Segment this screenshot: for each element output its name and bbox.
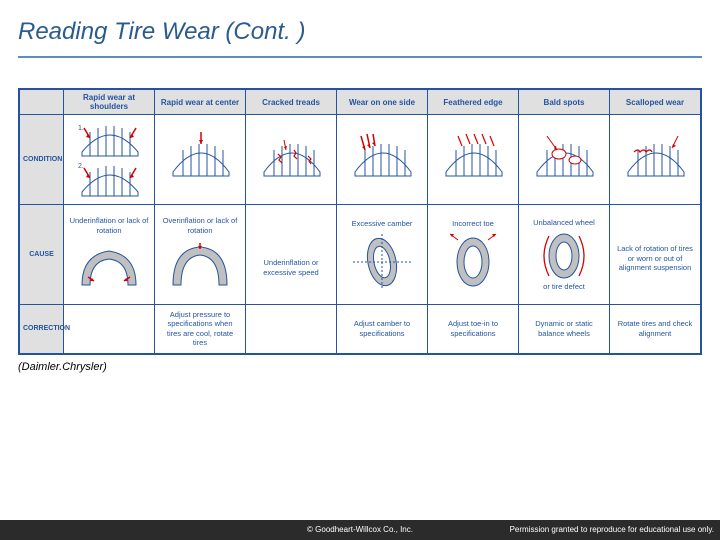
cause-center: Overinflation or lack of rotation <box>155 205 246 305</box>
cause-text2: or tire defect <box>522 280 606 293</box>
condition-bald <box>519 115 610 205</box>
col-header: Cracked treads <box>246 90 337 115</box>
tire-oneside-icon <box>347 120 417 200</box>
correction-cell: Dynamic or static balance wheels <box>519 305 610 354</box>
condition-oneside <box>337 115 428 205</box>
correction-cell: Adjust toe-in to specifications <box>428 305 519 354</box>
correction-cell: Adjust camber to specifications <box>337 305 428 354</box>
tire-wear-chart: Rapid wear at shoulders Rapid wear at ce… <box>18 88 702 355</box>
row-label-cause: CAUSE <box>20 205 64 305</box>
correction-row: CORRECTION Adjust pressure to specificat… <box>20 305 701 354</box>
condition-feathered <box>428 115 519 205</box>
svg-text:1.: 1. <box>78 125 84 132</box>
page-title: Reading Tire Wear (Cont. ) <box>18 18 720 46</box>
correction-cell: Adjust pressure to specifications when t… <box>155 305 246 354</box>
wear-table: Rapid wear at shoulders Rapid wear at ce… <box>19 89 701 354</box>
cause-text: Incorrect toe <box>431 217 515 230</box>
correction-text <box>67 327 151 331</box>
condition-cracked <box>246 115 337 205</box>
tire-shoulder-wear-icon: 1. 2. <box>74 120 144 200</box>
correction-cell <box>64 305 155 354</box>
title-bar: Reading Tire Wear (Cont. ) <box>0 0 720 52</box>
footer-copyright: © Goodheart-Willcox Co., Inc. <box>307 520 413 540</box>
row-label-correction: CORRECTION <box>20 305 64 354</box>
attribution: (Daimler.Chrysler) <box>18 361 702 373</box>
col-header: Feathered edge <box>428 90 519 115</box>
tire-center-wear-icon <box>165 120 235 200</box>
cause-text: Lack of rotation of tires or worn or out… <box>613 242 697 274</box>
col-header: Rapid wear at center <box>155 90 246 115</box>
tire-cracked-icon <box>256 120 326 200</box>
cause-oneside: Excessive camber <box>337 205 428 305</box>
tire-bald-icon <box>529 120 599 200</box>
correction-text: Adjust camber to specifications <box>340 317 424 340</box>
unbalanced-icon <box>529 230 599 280</box>
cause-text: Unbalanced wheel <box>522 216 606 229</box>
svg-text:2.: 2. <box>78 163 84 170</box>
condition-scalloped <box>610 115 701 205</box>
row-label-condition: CONDITION <box>20 115 64 205</box>
toe-icon <box>438 230 508 292</box>
camber-icon <box>347 230 417 292</box>
correction-cell <box>246 305 337 354</box>
overinflation-cross-icon <box>165 237 235 295</box>
col-header: Wear on one side <box>337 90 428 115</box>
correction-text: Rotate tires and check alignment <box>613 317 697 340</box>
cause-feathered: Incorrect toe <box>428 205 519 305</box>
cause-text: Excessive camber <box>340 217 424 230</box>
title-underline <box>18 56 702 58</box>
correction-text: Adjust pressure to specifications when t… <box>158 308 242 350</box>
correction-cell: Rotate tires and check alignment <box>610 305 701 354</box>
cause-row: CAUSE Underinflation or lack of rotation… <box>20 205 701 305</box>
col-header: Scalloped wear <box>610 90 701 115</box>
cause-shoulders: Underinflation or lack of rotation <box>64 205 155 305</box>
corner-cell <box>20 90 64 115</box>
condition-shoulders: 1. 2. <box>64 115 155 205</box>
cause-text: Overinflation or lack of rotation <box>158 214 242 237</box>
correction-text <box>249 327 333 331</box>
col-header: Bald spots <box>519 90 610 115</box>
cause-bald: Unbalanced wheel or tire defect <box>519 205 610 305</box>
col-header: Rapid wear at shoulders <box>64 90 155 115</box>
tire-scalloped-icon <box>620 120 690 200</box>
condition-row: CONDITION 1. 2. <box>20 115 701 205</box>
cause-text: Underinflation or lack of rotation <box>67 214 151 237</box>
cause-scalloped: Lack of rotation of tires or worn or out… <box>610 205 701 305</box>
cause-cracked: Underinflation or excessive speed <box>246 205 337 305</box>
tire-feathered-icon <box>438 120 508 200</box>
footer-permission: Permission granted to reproduce for educ… <box>510 520 714 540</box>
header-row: Rapid wear at shoulders Rapid wear at ce… <box>20 90 701 115</box>
underinflation-cross-icon <box>74 237 144 295</box>
correction-text: Dynamic or static balance wheels <box>522 317 606 340</box>
correction-text: Adjust toe-in to specifications <box>431 317 515 340</box>
footer-bar: © Goodheart-Willcox Co., Inc. Permission… <box>0 520 720 540</box>
cause-text: Underinflation or excessive speed <box>249 256 333 279</box>
condition-center <box>155 115 246 205</box>
